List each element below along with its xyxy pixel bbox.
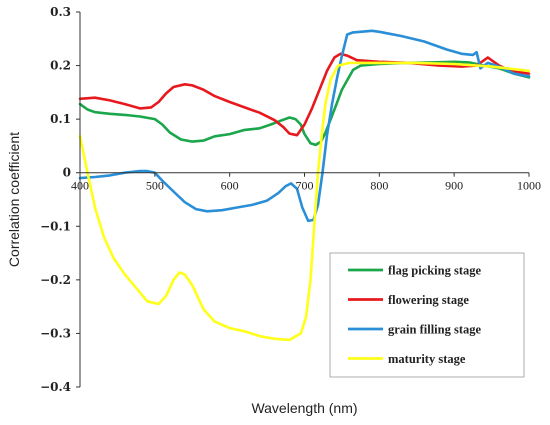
ticks-layer: 0.3 0.2 0.1 0 −0.1 −0.2 −0.3 −0.4 400 500 600 700 80… bbox=[40, 5, 541, 394]
x-tick-label: 700 bbox=[296, 179, 314, 193]
x-tick-label: 500 bbox=[146, 179, 164, 193]
legend-label-2: flowering stage bbox=[388, 293, 469, 307]
y-tick-label: 0.2 bbox=[50, 59, 71, 73]
series-line-2 bbox=[78, 52, 531, 137]
x-tick-label: 400 bbox=[71, 179, 89, 193]
x-axis-title: Wavelength (nm) bbox=[251, 400, 357, 416]
y-tick-label: −0.2 bbox=[40, 273, 71, 287]
y-tick-label: −0.3 bbox=[40, 326, 71, 340]
legend-box bbox=[329, 252, 525, 378]
series-line-4 bbox=[78, 61, 531, 342]
legend-label-3: grain filling stage bbox=[388, 323, 482, 337]
legend: flag picking stage flowering stage grain f… bbox=[329, 252, 525, 378]
y-tick-label: −0.1 bbox=[40, 219, 71, 233]
y-tick-label: 0 bbox=[63, 166, 71, 180]
x-tick-label: 900 bbox=[445, 179, 463, 193]
y-tick-label: −0.4 bbox=[40, 380, 71, 394]
y-tick-label: 0.3 bbox=[50, 5, 71, 19]
series-line-1 bbox=[78, 60, 531, 147]
y-axis-title: Correlation coefficient bbox=[6, 132, 22, 267]
series-layer bbox=[78, 29, 531, 342]
x-tick-label: 800 bbox=[370, 179, 388, 193]
legend-label-4: maturity stage bbox=[388, 352, 466, 366]
y-tick-label: 0.1 bbox=[50, 112, 71, 126]
x-tick-label: 600 bbox=[221, 179, 239, 193]
legend-label-1: flag picking stage bbox=[388, 264, 482, 278]
x-tick-label: 1000 bbox=[517, 179, 541, 193]
